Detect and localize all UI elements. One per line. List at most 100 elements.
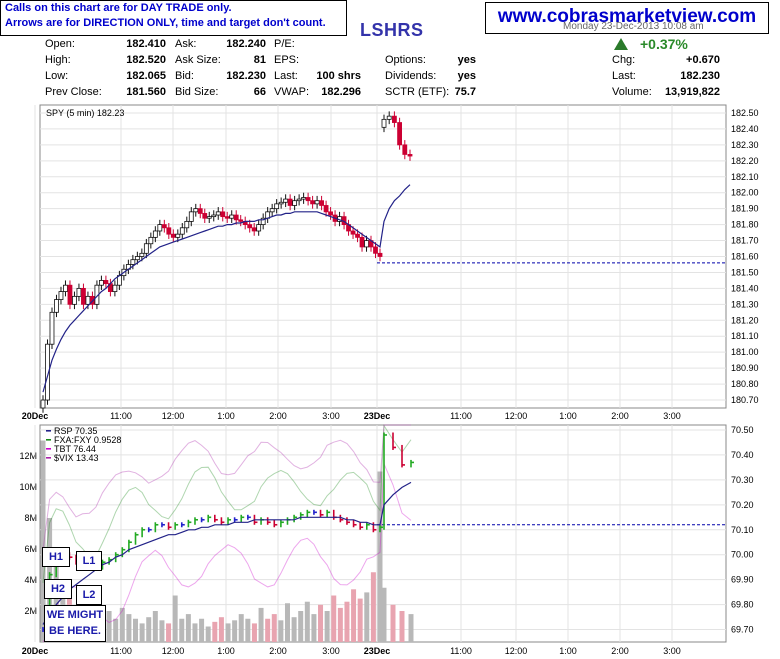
volume-bar (271, 614, 277, 642)
candle-body (197, 208, 203, 214)
date-stamp: Monday 23-Dec-2013 10:08 am (563, 21, 704, 32)
candle-body (63, 284, 68, 292)
candle-body (350, 230, 356, 235)
price-x-tick: 3:00 (322, 411, 340, 421)
volume-bar (212, 621, 218, 642)
high-label: High: (45, 54, 71, 66)
volume-bar (258, 607, 264, 642)
candle-body (188, 211, 194, 222)
candle-body (99, 280, 104, 286)
price-x-tick: 1:00 (559, 411, 577, 421)
price-y-tick: 182.00 (731, 188, 759, 198)
quote-panel: Open: 182.410 High: 182.520 Low: 182.065… (40, 36, 726, 102)
volume-bar (399, 611, 405, 642)
volume-bar (159, 620, 165, 642)
candle-body (49, 311, 55, 345)
options-label: Options: (385, 54, 426, 66)
annotation-h2: H2 (44, 579, 72, 599)
candle-body (260, 217, 266, 226)
rsp-legend-swatch (46, 457, 51, 459)
annotation-h1: H1 (42, 547, 70, 567)
annotation-l1: L1 (76, 551, 102, 571)
site-url[interactable]: www.cobrasmarketview.com (485, 2, 769, 34)
volume-bar (166, 623, 172, 642)
bid-label: Bid: (175, 70, 194, 82)
candle-body (220, 211, 226, 218)
price-y-tick: 180.70 (731, 395, 759, 405)
volume-bar (337, 607, 343, 642)
rsp-x-tick: 1:00 (559, 646, 577, 656)
candle-body (323, 205, 329, 213)
rsp-x-tick: 23Dec (364, 646, 391, 656)
rsp-x-tick: 3:00 (663, 646, 681, 656)
candle-body (274, 203, 280, 210)
price-chart: 182.50 182.40 182.30 182.20 182.10 182.00 181.… (22, 104, 759, 421)
volume-bar (185, 614, 191, 642)
volume-bar (232, 620, 238, 642)
price-legend: SPY (5 min) 182.23 (46, 108, 124, 118)
candle-body (386, 115, 392, 120)
chg-value: +0.670 (686, 54, 720, 66)
dividends-value: yes (457, 70, 476, 82)
prev-close-label: Prev Close: (45, 86, 102, 98)
candle-body (301, 197, 307, 200)
candle-body (143, 243, 149, 254)
volume-bar (225, 623, 231, 642)
candle-body (72, 295, 77, 305)
annotation-might-be-here: WE MIGHT BE HERE. (44, 605, 106, 642)
candle-body (40, 399, 46, 409)
volume-bar (381, 587, 387, 642)
candle-body (85, 295, 91, 305)
candle-body (305, 197, 311, 202)
volume-bar (298, 611, 304, 642)
volume-y-tick: 12M (19, 451, 37, 461)
price-x-tick: 2:00 (611, 411, 629, 421)
price-y-tick: 181.40 (731, 283, 759, 293)
candle-body (76, 287, 82, 297)
rsp-y-tick: 70.00 (731, 550, 754, 560)
last-shares-value: 100 shrs (316, 70, 361, 82)
volume-bar (218, 617, 224, 642)
candle-body (319, 200, 324, 206)
volume-bar (205, 626, 211, 642)
candle-body (202, 213, 208, 219)
rsp-y-tick: 70.40 (731, 450, 754, 460)
sctr-label: SCTR (ETF): (385, 86, 450, 98)
price-x-tick: 11:00 (450, 411, 472, 421)
volume-bar (390, 604, 396, 642)
rsp-y-tick: 70.50 (731, 425, 754, 435)
candle-body (161, 224, 167, 229)
price-y-tick: 181.30 (731, 299, 759, 309)
volume-bar (113, 618, 119, 642)
price-y-tick: 182.10 (731, 172, 759, 182)
candle-body (251, 227, 257, 232)
rsp-x-tick: 12:00 (162, 646, 185, 656)
candle-body (377, 252, 383, 257)
eps-label: EPS: (274, 54, 300, 66)
candle-body (283, 198, 289, 203)
volume-bar (106, 611, 112, 642)
low-label: Low: (45, 70, 69, 82)
candle-body (54, 299, 59, 313)
candle-body (229, 214, 235, 219)
volume-bar (251, 623, 257, 642)
candle-body (157, 224, 163, 232)
volume-bar (344, 601, 350, 642)
last-label: Last: (612, 70, 636, 82)
chg-label: Chg: (612, 54, 636, 66)
dividends-label: Dividends: (385, 70, 437, 82)
rsp-x-tick: 3:00 (322, 646, 340, 656)
candle-body (355, 233, 360, 238)
candle-body (206, 216, 212, 219)
volume-bar (364, 592, 370, 642)
volume-label: Volume: (612, 86, 652, 98)
candle-body (407, 154, 413, 157)
candle-body (247, 224, 253, 229)
volume-bar (284, 603, 290, 642)
volume-bar (199, 618, 205, 642)
rsp-y-tick: 69.80 (731, 600, 754, 610)
candle-body (170, 233, 176, 238)
candle-body (45, 343, 50, 401)
price-y-tick: 181.90 (731, 204, 759, 214)
candle-body (175, 233, 181, 238)
